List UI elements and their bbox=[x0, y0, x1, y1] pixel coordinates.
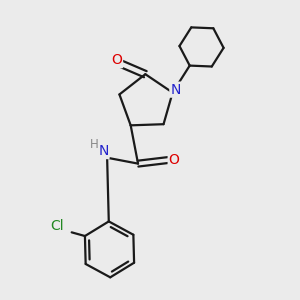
Text: O: O bbox=[111, 53, 122, 67]
Text: N: N bbox=[170, 82, 181, 97]
Text: Cl: Cl bbox=[50, 219, 64, 233]
Text: O: O bbox=[169, 153, 179, 167]
Text: H: H bbox=[90, 138, 99, 151]
Text: N: N bbox=[98, 144, 109, 158]
